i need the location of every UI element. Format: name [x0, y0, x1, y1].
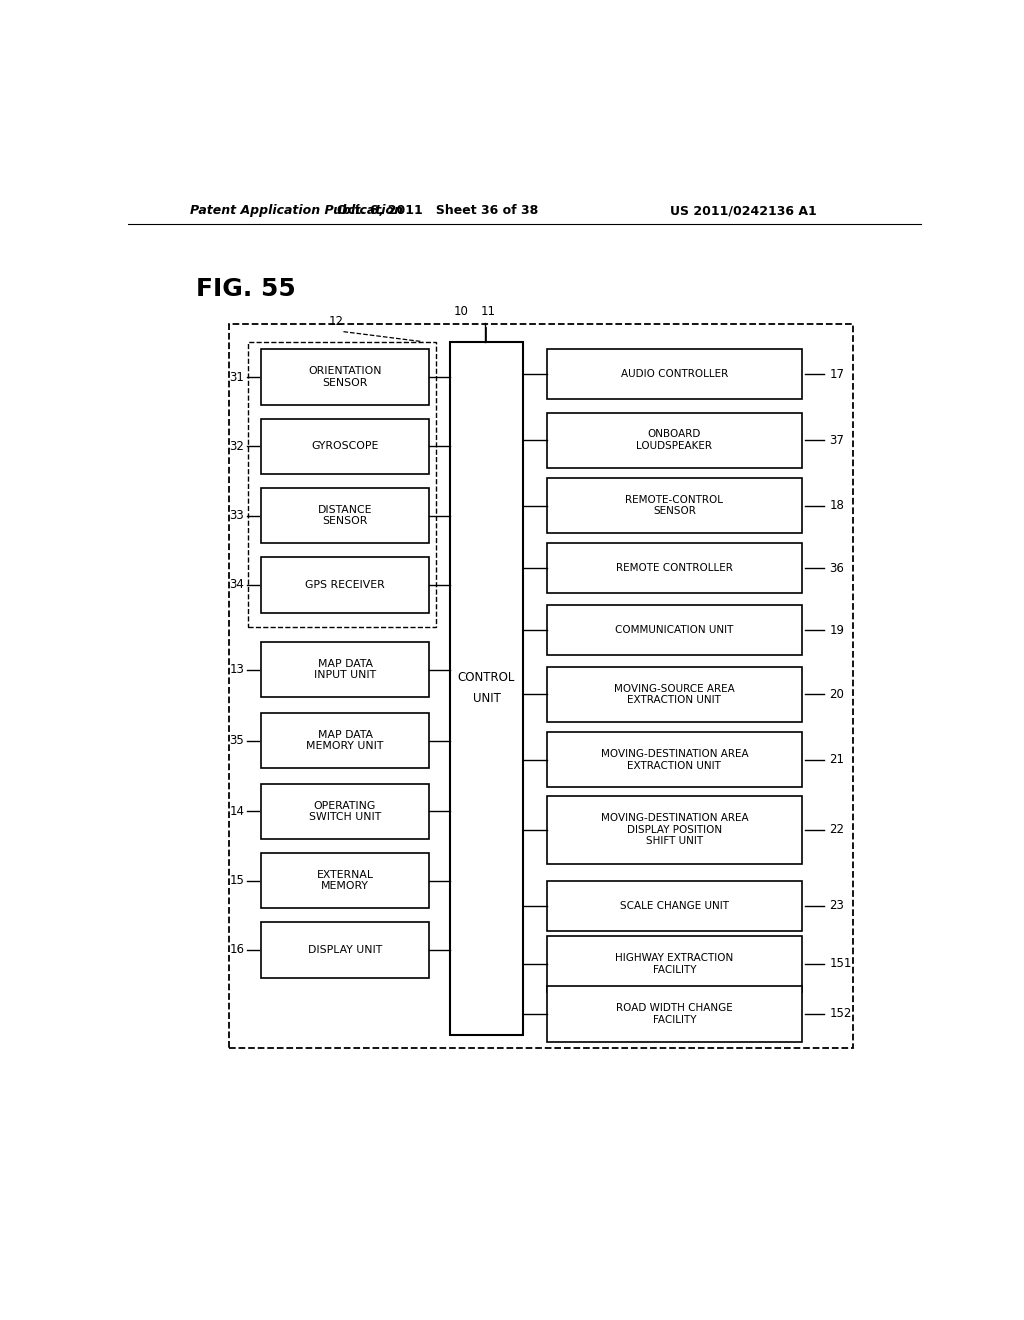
- Text: 16: 16: [229, 944, 245, 957]
- Text: 13: 13: [229, 663, 245, 676]
- Text: MOVING-DESTINATION AREA
DISPLAY POSITION
SHIFT UNIT: MOVING-DESTINATION AREA DISPLAY POSITION…: [600, 813, 749, 846]
- Text: REMOTE CONTROLLER: REMOTE CONTROLLER: [616, 564, 733, 573]
- Text: US 2011/0242136 A1: US 2011/0242136 A1: [671, 205, 817, 218]
- FancyBboxPatch shape: [228, 323, 853, 1048]
- FancyBboxPatch shape: [547, 605, 802, 655]
- Text: ONBOARD
LOUDSPEAKER: ONBOARD LOUDSPEAKER: [636, 429, 713, 451]
- FancyBboxPatch shape: [547, 936, 802, 991]
- Text: EXTERNAL
MEMORY: EXTERNAL MEMORY: [316, 870, 374, 891]
- Text: 32: 32: [229, 440, 245, 453]
- FancyBboxPatch shape: [547, 350, 802, 400]
- Text: GYROSCOPE: GYROSCOPE: [311, 441, 379, 451]
- FancyBboxPatch shape: [547, 796, 802, 863]
- FancyBboxPatch shape: [261, 350, 429, 405]
- Text: OPERATING
SWITCH UNIT: OPERATING SWITCH UNIT: [309, 800, 381, 822]
- Text: 36: 36: [829, 562, 844, 576]
- FancyBboxPatch shape: [547, 667, 802, 722]
- Text: GPS RECEIVER: GPS RECEIVER: [305, 579, 385, 590]
- Text: 31: 31: [229, 371, 245, 384]
- Text: MAP DATA
INPUT UNIT: MAP DATA INPUT UNIT: [314, 659, 376, 681]
- Text: AUDIO CONTROLLER: AUDIO CONTROLLER: [621, 370, 728, 379]
- Text: 12: 12: [329, 314, 343, 327]
- FancyBboxPatch shape: [261, 713, 429, 768]
- FancyBboxPatch shape: [261, 488, 429, 544]
- Text: CONTROL
UNIT: CONTROL UNIT: [458, 671, 515, 705]
- Text: 18: 18: [829, 499, 844, 512]
- Text: DISTANCE
SENSOR: DISTANCE SENSOR: [317, 504, 373, 527]
- FancyBboxPatch shape: [261, 557, 429, 612]
- FancyBboxPatch shape: [547, 733, 802, 788]
- FancyBboxPatch shape: [450, 342, 523, 1035]
- FancyBboxPatch shape: [261, 418, 429, 474]
- Text: 23: 23: [829, 899, 844, 912]
- Text: REMOTE-CONTROL
SENSOR: REMOTE-CONTROL SENSOR: [626, 495, 723, 516]
- Text: 15: 15: [229, 874, 245, 887]
- Text: 11: 11: [481, 305, 496, 318]
- Text: 151: 151: [829, 957, 852, 970]
- Text: 10: 10: [454, 305, 469, 318]
- FancyBboxPatch shape: [248, 342, 436, 627]
- FancyBboxPatch shape: [261, 923, 429, 978]
- Text: 35: 35: [229, 734, 245, 747]
- Text: ORIENTATION
SENSOR: ORIENTATION SENSOR: [308, 366, 382, 388]
- Text: 17: 17: [829, 368, 845, 381]
- Text: ROAD WIDTH CHANGE
FACILITY: ROAD WIDTH CHANGE FACILITY: [616, 1003, 733, 1024]
- Text: Oct. 6, 2011   Sheet 36 of 38: Oct. 6, 2011 Sheet 36 of 38: [337, 205, 539, 218]
- Text: FIG. 55: FIG. 55: [197, 277, 296, 301]
- Text: 14: 14: [229, 805, 245, 818]
- Text: 21: 21: [829, 754, 845, 767]
- Text: 37: 37: [829, 434, 844, 446]
- Text: 22: 22: [829, 824, 845, 837]
- Text: 152: 152: [829, 1007, 852, 1020]
- Text: Patent Application Publication: Patent Application Publication: [190, 205, 403, 218]
- Text: DISPLAY UNIT: DISPLAY UNIT: [308, 945, 382, 954]
- FancyBboxPatch shape: [547, 478, 802, 533]
- Text: 33: 33: [229, 510, 245, 523]
- Text: MOVING-SOURCE AREA
EXTRACTION UNIT: MOVING-SOURCE AREA EXTRACTION UNIT: [614, 684, 735, 705]
- Text: COMMUNICATION UNIT: COMMUNICATION UNIT: [615, 626, 733, 635]
- Text: MOVING-DESTINATION AREA
EXTRACTION UNIT: MOVING-DESTINATION AREA EXTRACTION UNIT: [600, 748, 749, 771]
- FancyBboxPatch shape: [547, 412, 802, 469]
- FancyBboxPatch shape: [547, 880, 802, 931]
- Text: 20: 20: [829, 688, 844, 701]
- Text: MAP DATA
MEMORY UNIT: MAP DATA MEMORY UNIT: [306, 730, 384, 751]
- Text: 34: 34: [229, 578, 245, 591]
- Text: HIGHWAY EXTRACTION
FACILITY: HIGHWAY EXTRACTION FACILITY: [615, 953, 733, 974]
- Text: SCALE CHANGE UNIT: SCALE CHANGE UNIT: [620, 900, 729, 911]
- Text: 19: 19: [829, 623, 845, 636]
- FancyBboxPatch shape: [261, 853, 429, 908]
- FancyBboxPatch shape: [547, 986, 802, 1041]
- FancyBboxPatch shape: [547, 544, 802, 594]
- FancyBboxPatch shape: [261, 784, 429, 840]
- FancyBboxPatch shape: [261, 642, 429, 697]
